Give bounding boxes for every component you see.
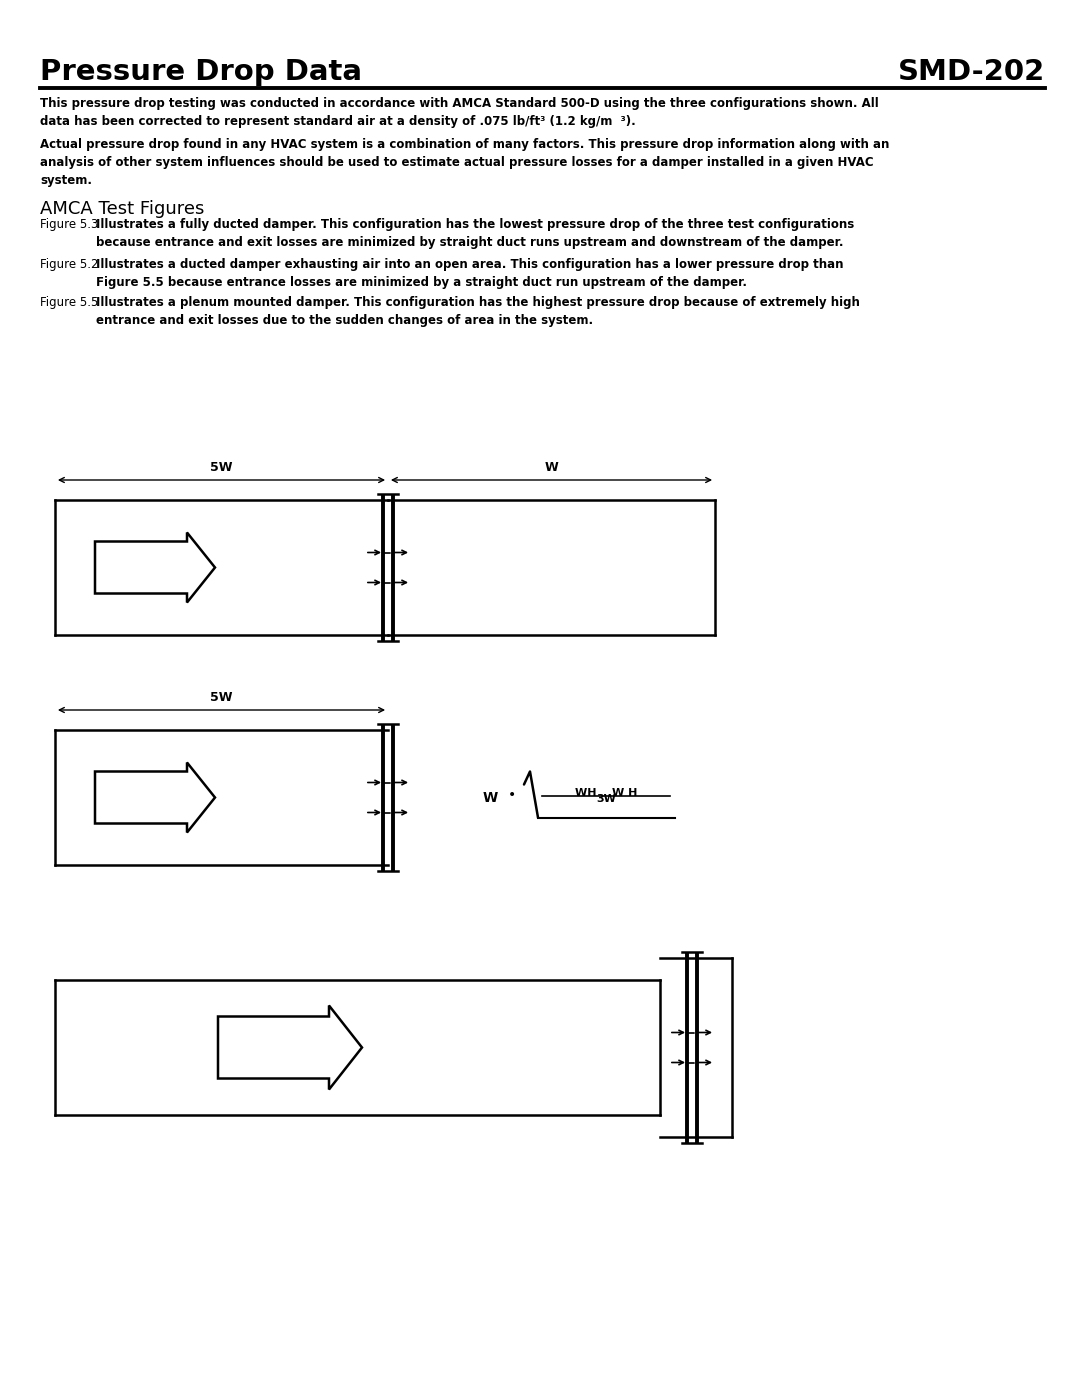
Text: W: W [544, 461, 558, 474]
Text: AMCA Test Figures: AMCA Test Figures [40, 200, 204, 218]
Text: 5W: 5W [211, 461, 233, 474]
Text: Actual pressure drop found in any HVAC system is a combination of many factors. : Actual pressure drop found in any HVAC s… [40, 138, 889, 187]
Text: WH    W H: WH W H [575, 788, 637, 799]
FancyArrow shape [218, 1006, 362, 1090]
Text: Figure 5.2: Figure 5.2 [40, 258, 103, 271]
Text: •: • [508, 788, 516, 802]
Text: Illustrates a ducted damper exhausting air into an open area. This configuration: Illustrates a ducted damper exhausting a… [96, 258, 843, 289]
FancyArrow shape [95, 532, 215, 602]
Text: 5W: 5W [211, 692, 233, 704]
Text: Pressure Drop Data: Pressure Drop Data [40, 59, 362, 87]
Text: W: W [483, 791, 498, 805]
Text: Figure 5.3: Figure 5.3 [40, 218, 103, 231]
Text: Figure 5.5: Figure 5.5 [40, 296, 103, 309]
Text: SMD-202: SMD-202 [897, 59, 1045, 87]
Text: Illustrates a plenum mounted damper. This configuration has the highest pressure: Illustrates a plenum mounted damper. Thi… [96, 296, 860, 327]
Text: This pressure drop testing was conducted in accordance with AMCA Standard 500-D : This pressure drop testing was conducted… [40, 96, 879, 129]
Text: Illustrates a fully ducted damper. This configuration has the lowest pressure dr: Illustrates a fully ducted damper. This … [96, 218, 854, 249]
Text: 3W: 3W [596, 793, 616, 803]
FancyArrow shape [95, 763, 215, 833]
